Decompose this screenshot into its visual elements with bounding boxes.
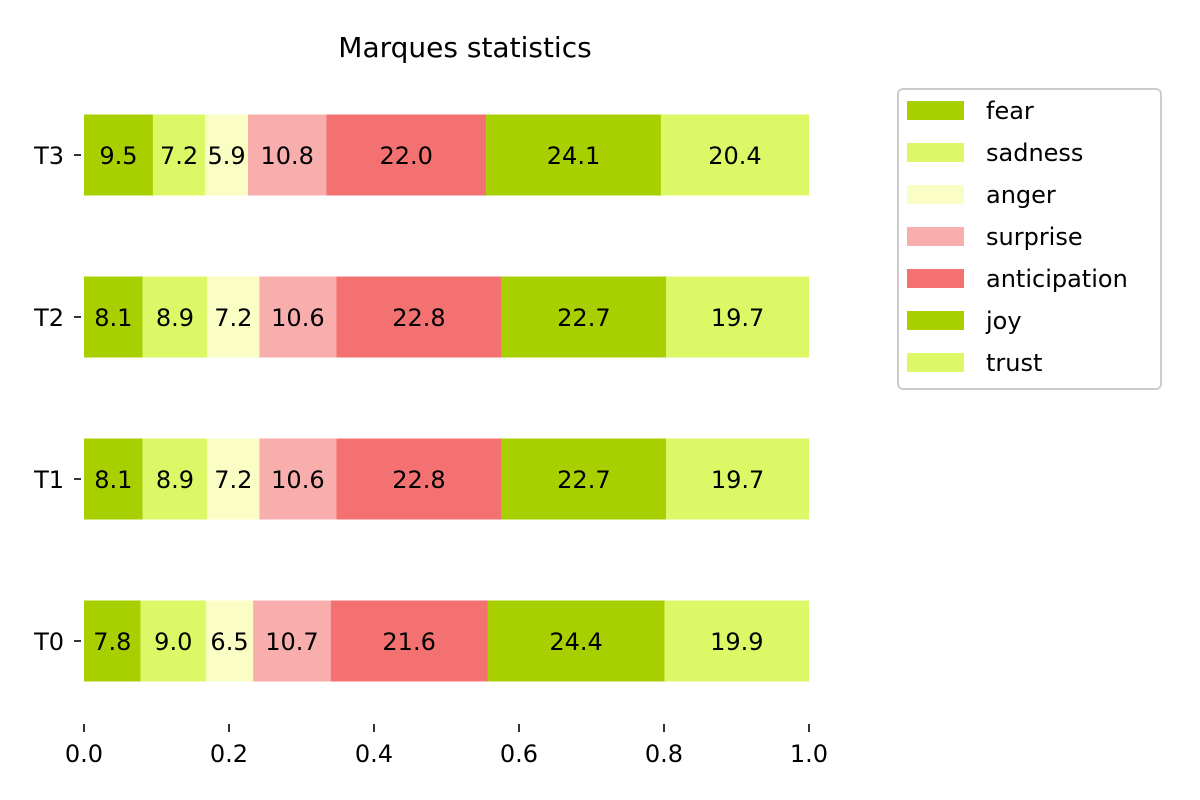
bar-surprise-T0 bbox=[253, 600, 331, 682]
legend-swatch-anger bbox=[907, 185, 964, 204]
bar-label-fear-T1: 8.1 bbox=[94, 466, 132, 494]
x-tick-label: 0.2 bbox=[210, 740, 248, 768]
bar-anticipation-T1 bbox=[336, 438, 502, 520]
bar-label-fear-T2: 8.1 bbox=[94, 304, 132, 332]
y-tick-label-T0: T0 bbox=[33, 628, 64, 656]
bar-surprise-T3 bbox=[248, 114, 327, 196]
bar-anticipation-T0 bbox=[330, 600, 488, 682]
bar-surprise-T2 bbox=[259, 276, 337, 358]
bar-label-anticipation-T1: 22.8 bbox=[392, 466, 445, 494]
bar-sadness-T0 bbox=[140, 600, 206, 682]
bar-sadness-T3 bbox=[152, 114, 206, 196]
bar-label-anger-T3: 5.9 bbox=[208, 142, 246, 170]
legend-label-anticipation: anticipation bbox=[986, 265, 1128, 293]
bar-label-sadness-T0: 9.0 bbox=[154, 628, 192, 656]
legend-swatch-fear bbox=[907, 101, 964, 120]
bar-label-fear-T0: 7.8 bbox=[93, 628, 131, 656]
legend-swatch-anticipation bbox=[907, 269, 964, 288]
bar-label-joy-T2: 22.7 bbox=[557, 304, 610, 332]
bar-anger-T1 bbox=[207, 438, 260, 520]
bar-joy-T0 bbox=[487, 600, 665, 682]
legend-swatch-joy bbox=[907, 311, 964, 330]
bar-label-sadness-T3: 7.2 bbox=[160, 142, 198, 170]
legend-label-joy: joy bbox=[985, 307, 1022, 335]
bar-trust-T1 bbox=[666, 438, 809, 520]
bar-label-anger-T0: 6.5 bbox=[210, 628, 248, 656]
bar-label-surprise-T2: 10.6 bbox=[271, 304, 324, 332]
x-tick-label: 0.6 bbox=[500, 740, 538, 768]
bar-joy-T3 bbox=[486, 114, 661, 196]
bar-fear-T0 bbox=[84, 600, 141, 682]
legend-swatch-surprise bbox=[907, 227, 964, 246]
bar-anger-T0 bbox=[205, 600, 254, 682]
bar-label-anticipation-T0: 21.6 bbox=[382, 628, 435, 656]
x-tick-label: 1.0 bbox=[790, 740, 828, 768]
x-tick-label: 0.4 bbox=[355, 740, 393, 768]
legend-label-anger: anger bbox=[986, 181, 1056, 209]
y-tick-label-T3: T3 bbox=[33, 142, 64, 170]
chart-title: Marques statistics bbox=[338, 31, 591, 64]
y-axis: T0 T1 T2 T3 bbox=[33, 142, 81, 656]
legend[interactable]: fear sadness anger surprise anticipation joy t… bbox=[897, 88, 1162, 390]
bar-label-surprise-T0: 10.7 bbox=[265, 628, 318, 656]
bar-label-joy-T3: 24.1 bbox=[547, 142, 600, 170]
bar-label-trust-T2: 19.7 bbox=[711, 304, 764, 332]
x-tick-label: 0.8 bbox=[645, 740, 683, 768]
bar-label-trust-T3: 20.4 bbox=[708, 142, 761, 170]
bar-label-surprise-T1: 10.6 bbox=[271, 466, 324, 494]
bar-joy-T1 bbox=[501, 438, 667, 520]
x-tick-label: 0.0 bbox=[65, 740, 103, 768]
legend-label-sadness: sadness bbox=[986, 139, 1083, 167]
legend-swatch-sadness bbox=[907, 143, 964, 162]
legend-label-surprise: surprise bbox=[986, 223, 1083, 251]
bar-trust-T0 bbox=[664, 600, 809, 682]
bar-surprise-T1 bbox=[259, 438, 337, 520]
bar-anger-T2 bbox=[207, 276, 260, 358]
bar-fear-T3 bbox=[84, 114, 153, 196]
legend-label-trust: trust bbox=[986, 349, 1042, 377]
bar-label-fear-T3: 9.5 bbox=[99, 142, 137, 170]
bar-fear-T2 bbox=[84, 276, 143, 358]
bar-anger-T3 bbox=[205, 114, 249, 196]
bar-anticipation-T3 bbox=[326, 114, 487, 196]
y-tick-label-T2: T2 bbox=[33, 304, 64, 332]
bar-label-trust-T1: 19.7 bbox=[711, 466, 764, 494]
bar-label-joy-T1: 22.7 bbox=[557, 466, 610, 494]
bar-label-trust-T0: 19.9 bbox=[710, 628, 763, 656]
bar-label-sadness-T2: 8.9 bbox=[156, 304, 194, 332]
bar-label-sadness-T1: 8.9 bbox=[156, 466, 194, 494]
bars: 7.8 9.0 6.5 10.7 21.6 24.4 19.9 8.1 8.9 7.2 10.6 22… bbox=[84, 114, 809, 682]
bar-sadness-T2 bbox=[142, 276, 208, 358]
bar-sadness-T1 bbox=[142, 438, 208, 520]
bar-label-anger-T1: 7.2 bbox=[214, 466, 252, 494]
bar-label-surprise-T3: 10.8 bbox=[260, 142, 313, 170]
bar-label-joy-T0: 24.4 bbox=[549, 628, 602, 656]
bar-label-anticipation-T2: 22.8 bbox=[392, 304, 445, 332]
x-axis: 0.0 0.2 0.4 0.6 0.8 1.0 bbox=[65, 724, 828, 768]
bar-label-anger-T2: 7.2 bbox=[214, 304, 252, 332]
bar-trust-T2 bbox=[666, 276, 809, 358]
y-tick-label-T1: T1 bbox=[33, 466, 64, 494]
bar-joy-T2 bbox=[501, 276, 667, 358]
legend-swatch-trust bbox=[907, 353, 964, 372]
bar-label-anticipation-T3: 22.0 bbox=[380, 142, 433, 170]
legend-label-fear: fear bbox=[986, 97, 1034, 125]
bar-trust-T3 bbox=[660, 114, 809, 196]
bar-anticipation-T2 bbox=[336, 276, 502, 358]
bar-fear-T1 bbox=[84, 438, 143, 520]
